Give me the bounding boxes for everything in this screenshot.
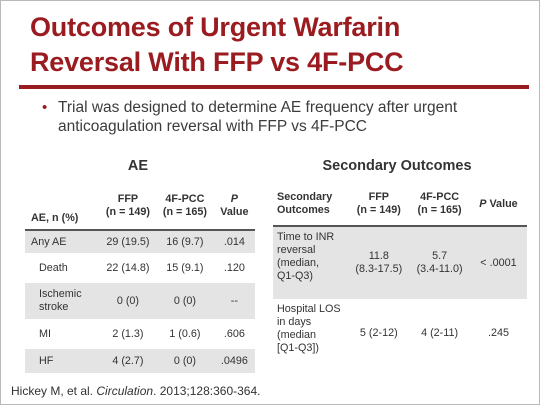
- table-row: HF 4 (2.7) 0 (0) .0496: [25, 349, 255, 373]
- ae-row-pcc: 15 (9.1): [166, 262, 204, 274]
- bullet-point: • Trial was designed to determine AE fre…: [42, 98, 512, 136]
- ae-table-header-row: AE, n (%) FFP (n = 149) 4F-PCC (n = 165)…: [25, 183, 255, 230]
- secondary-table-header-row: Secondary Outcomes FFP (n = 149) 4F-PCC …: [273, 183, 527, 226]
- secondary-row-p: .245: [487, 326, 509, 339]
- secondary-header-p: P Value: [470, 183, 527, 226]
- secondary-outcomes-table: Secondary Outcomes FFP (n = 149) 4F-PCC …: [273, 183, 527, 367]
- slide-title-line-2: Reversal With FFP vs 4F-PCC: [30, 47, 404, 77]
- ae-row-ffp: 29 (19.5): [106, 236, 150, 248]
- citation-prefix: Hickey M, et al.: [11, 384, 97, 398]
- ae-row-p: .0496: [220, 355, 248, 367]
- secondary-header-p-letter: P: [479, 197, 487, 210]
- table-row: MI 2 (1.3) 1 (0.6) .606: [25, 319, 255, 349]
- ae-header-ffp: FFP (n = 149): [105, 193, 150, 218]
- ae-header-p-rest: Value: [220, 206, 249, 218]
- ae-row-ffp: 2 (1.3): [112, 328, 144, 340]
- ae-row-pcc: 16 (9.7): [166, 236, 204, 248]
- bullet-text: Trial was designed to determine AE frequ…: [58, 99, 458, 135]
- ae-row-p: .014: [223, 236, 245, 248]
- secondary-outcomes-title: Secondary Outcomes: [322, 158, 472, 174]
- ae-row-label: Death: [39, 262, 68, 274]
- ae-header-pcc: 4F-PCC (n = 165): [162, 193, 207, 218]
- ae-row-p: .606: [223, 328, 245, 340]
- citation-journal: Circulation: [96, 384, 154, 398]
- table-row: Any AE 29 (19.5) 16 (9.7) .014: [25, 230, 255, 253]
- secondary-row-ffp: 11.8 (8.3-17.5): [348, 226, 410, 299]
- secondary-row-p: < .0001: [469, 226, 527, 299]
- ae-section-title: AE: [127, 158, 149, 174]
- table-row: Time to INR reversal (median, Q1-Q3) 11.…: [273, 226, 527, 299]
- ae-row-pcc: 0 (0): [173, 295, 197, 307]
- ae-row-label: MI: [39, 328, 51, 340]
- title-divider: [19, 85, 529, 89]
- ae-row-label: HF: [39, 355, 54, 367]
- secondary-header-p-rest: Value: [486, 197, 518, 210]
- secondary-row-label: Time to INR reversal (median, Q1-Q3): [273, 226, 349, 299]
- citation-suffix: . 2013;128:360-364.: [153, 384, 261, 398]
- table-row: Hospital LOS in days (median [Q1-Q3]) 5 …: [273, 299, 527, 367]
- table-row: Death 22 (14.8) 15 (9.1) .120: [25, 253, 255, 283]
- ae-row-p: .120: [223, 262, 245, 274]
- ae-header-p-letter: P: [230, 193, 238, 205]
- ae-row-label: Any AE: [31, 236, 67, 248]
- ae-table: AE, n (%) FFP (n = 149) 4F-PCC (n = 165)…: [25, 183, 255, 373]
- ae-row-ffp: 22 (14.8): [106, 262, 150, 274]
- secondary-header-label: Secondary Outcomes: [277, 191, 333, 216]
- ae-row-label: Ischemic stroke: [39, 288, 82, 313]
- ae-row-ffp: 0 (0): [116, 295, 140, 307]
- secondary-row-ffp: 5 (2-12): [359, 326, 398, 339]
- citation: Hickey M, et al. Circulation. 2013;128:3…: [11, 384, 261, 398]
- table-row: Ischemic stroke 0 (0) 0 (0) --: [25, 283, 255, 319]
- ae-row-pcc: 1 (0.6): [169, 328, 201, 340]
- secondary-row-label: Hospital LOS in days (median [Q1-Q3]): [277, 303, 341, 354]
- ae-header-label: AE, n (%): [31, 212, 79, 224]
- secondary-header-pcc: 4F-PCC (n = 165): [417, 191, 462, 216]
- ae-row-ffp: 4 (2.7): [112, 355, 144, 367]
- secondary-header-ffp: FFP (n = 149): [356, 191, 401, 216]
- ae-row-p: --: [230, 295, 238, 307]
- secondary-row-pcc: 5.7 (3.4-11.0): [409, 226, 470, 299]
- ae-header-p: P Value: [214, 183, 255, 230]
- ae-row-pcc: 0 (0): [173, 355, 197, 367]
- secondary-row-pcc: 4 (2-11): [421, 326, 459, 339]
- slide-title-line-1: Outcomes of Urgent Warfarin: [30, 12, 401, 42]
- bullet-marker: •: [42, 99, 48, 116]
